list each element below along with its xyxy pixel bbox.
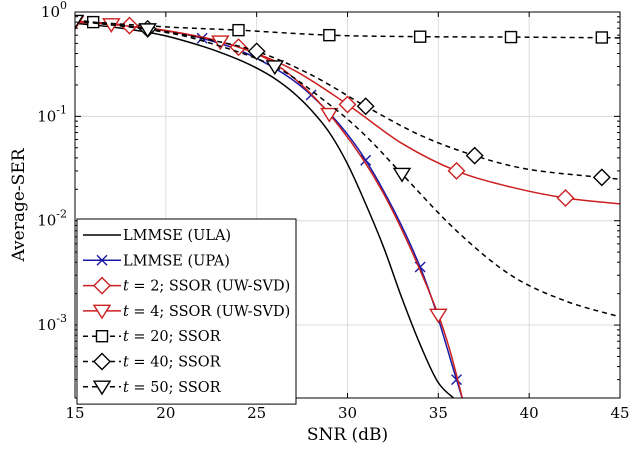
x-tick-label: 20 (156, 404, 175, 422)
diamond-marker (93, 276, 111, 295)
triangle-marker (138, 23, 157, 38)
triangle-marker (92, 304, 112, 320)
triangle-marker (429, 308, 448, 324)
series-line (75, 20, 620, 318)
legend-label: LMMSE (UPA) (123, 253, 230, 269)
y-tick-label: 10-3 (37, 312, 67, 334)
x-marker (360, 154, 372, 166)
square-marker (595, 31, 609, 44)
legend-entry: t = 20; SSOR (83, 329, 222, 345)
x-tick-label: 30 (338, 404, 357, 422)
series-0 (75, 22, 455, 398)
triangle-marker (392, 167, 412, 183)
plot-area (75, 14, 620, 398)
legend-label: t = 40; SSOR (123, 355, 222, 371)
series-line (75, 21, 463, 398)
plot-series (75, 14, 620, 398)
axis-ticks: 15 20 25 30 35 40 45 100 10-1 10-2 10-3 (37, 0, 629, 422)
diamond-marker (447, 161, 466, 180)
legend-label: t = 4; SSOR (UW-SVD) (123, 304, 290, 320)
legend-label: LMMSE (ULA) (123, 228, 231, 244)
legend: LMMSE (ULA) LMMSE (UPA) t = 2; SSOR (UW-SV… (76, 218, 297, 405)
diamond-marker (465, 146, 484, 165)
legend-entry: t = 2; SSOR (UW-SVD) (83, 276, 290, 295)
x-tick-label: 35 (429, 404, 448, 422)
x-marker (96, 254, 108, 266)
diamond-marker (556, 189, 575, 208)
legend-entry: LMMSE (ULA) (83, 228, 231, 244)
square-marker (504, 30, 518, 44)
triangle-marker (75, 14, 85, 30)
square-marker (95, 330, 109, 343)
x-tick-label: 40 (520, 404, 539, 422)
square-marker (413, 30, 427, 43)
diamond-marker (247, 42, 266, 61)
series-6 (75, 14, 620, 318)
diamond-marker (592, 168, 611, 187)
y-tick-label: 10-2 (37, 208, 67, 230)
x-tick-label: 15 (65, 404, 84, 422)
x-axis-label: SNR (dB) (307, 425, 388, 445)
x-marker (451, 374, 462, 386)
legend-entry: t = 40; SSOR (83, 352, 222, 371)
y-tick-label: 10-1 (37, 103, 67, 125)
x-tick-label: 45 (610, 404, 629, 422)
square-marker (232, 23, 245, 37)
triangle-marker (320, 107, 339, 123)
triangle-marker (92, 380, 112, 396)
diamond-marker (93, 352, 111, 371)
triangle-marker (265, 60, 285, 76)
legend-label: t = 2; SSOR (UW-SVD) (123, 279, 290, 295)
legend-entry: LMMSE (UPA) (83, 253, 230, 269)
series-line (75, 22, 455, 398)
legend-label: t = 50; SSOR (123, 380, 222, 396)
diamond-marker (338, 95, 357, 114)
y-axis-label: Average-SER (9, 147, 29, 262)
legend-entry: t = 4; SSOR (UW-SVD) (83, 304, 290, 320)
legend-label: t = 20; SSOR (123, 329, 222, 345)
x-tick-label: 25 (247, 404, 266, 422)
legend-entry: t = 50; SSOR (83, 380, 222, 396)
square-marker (323, 28, 336, 42)
diamond-marker (356, 97, 375, 116)
y-tick-label: 100 (41, 0, 67, 21)
